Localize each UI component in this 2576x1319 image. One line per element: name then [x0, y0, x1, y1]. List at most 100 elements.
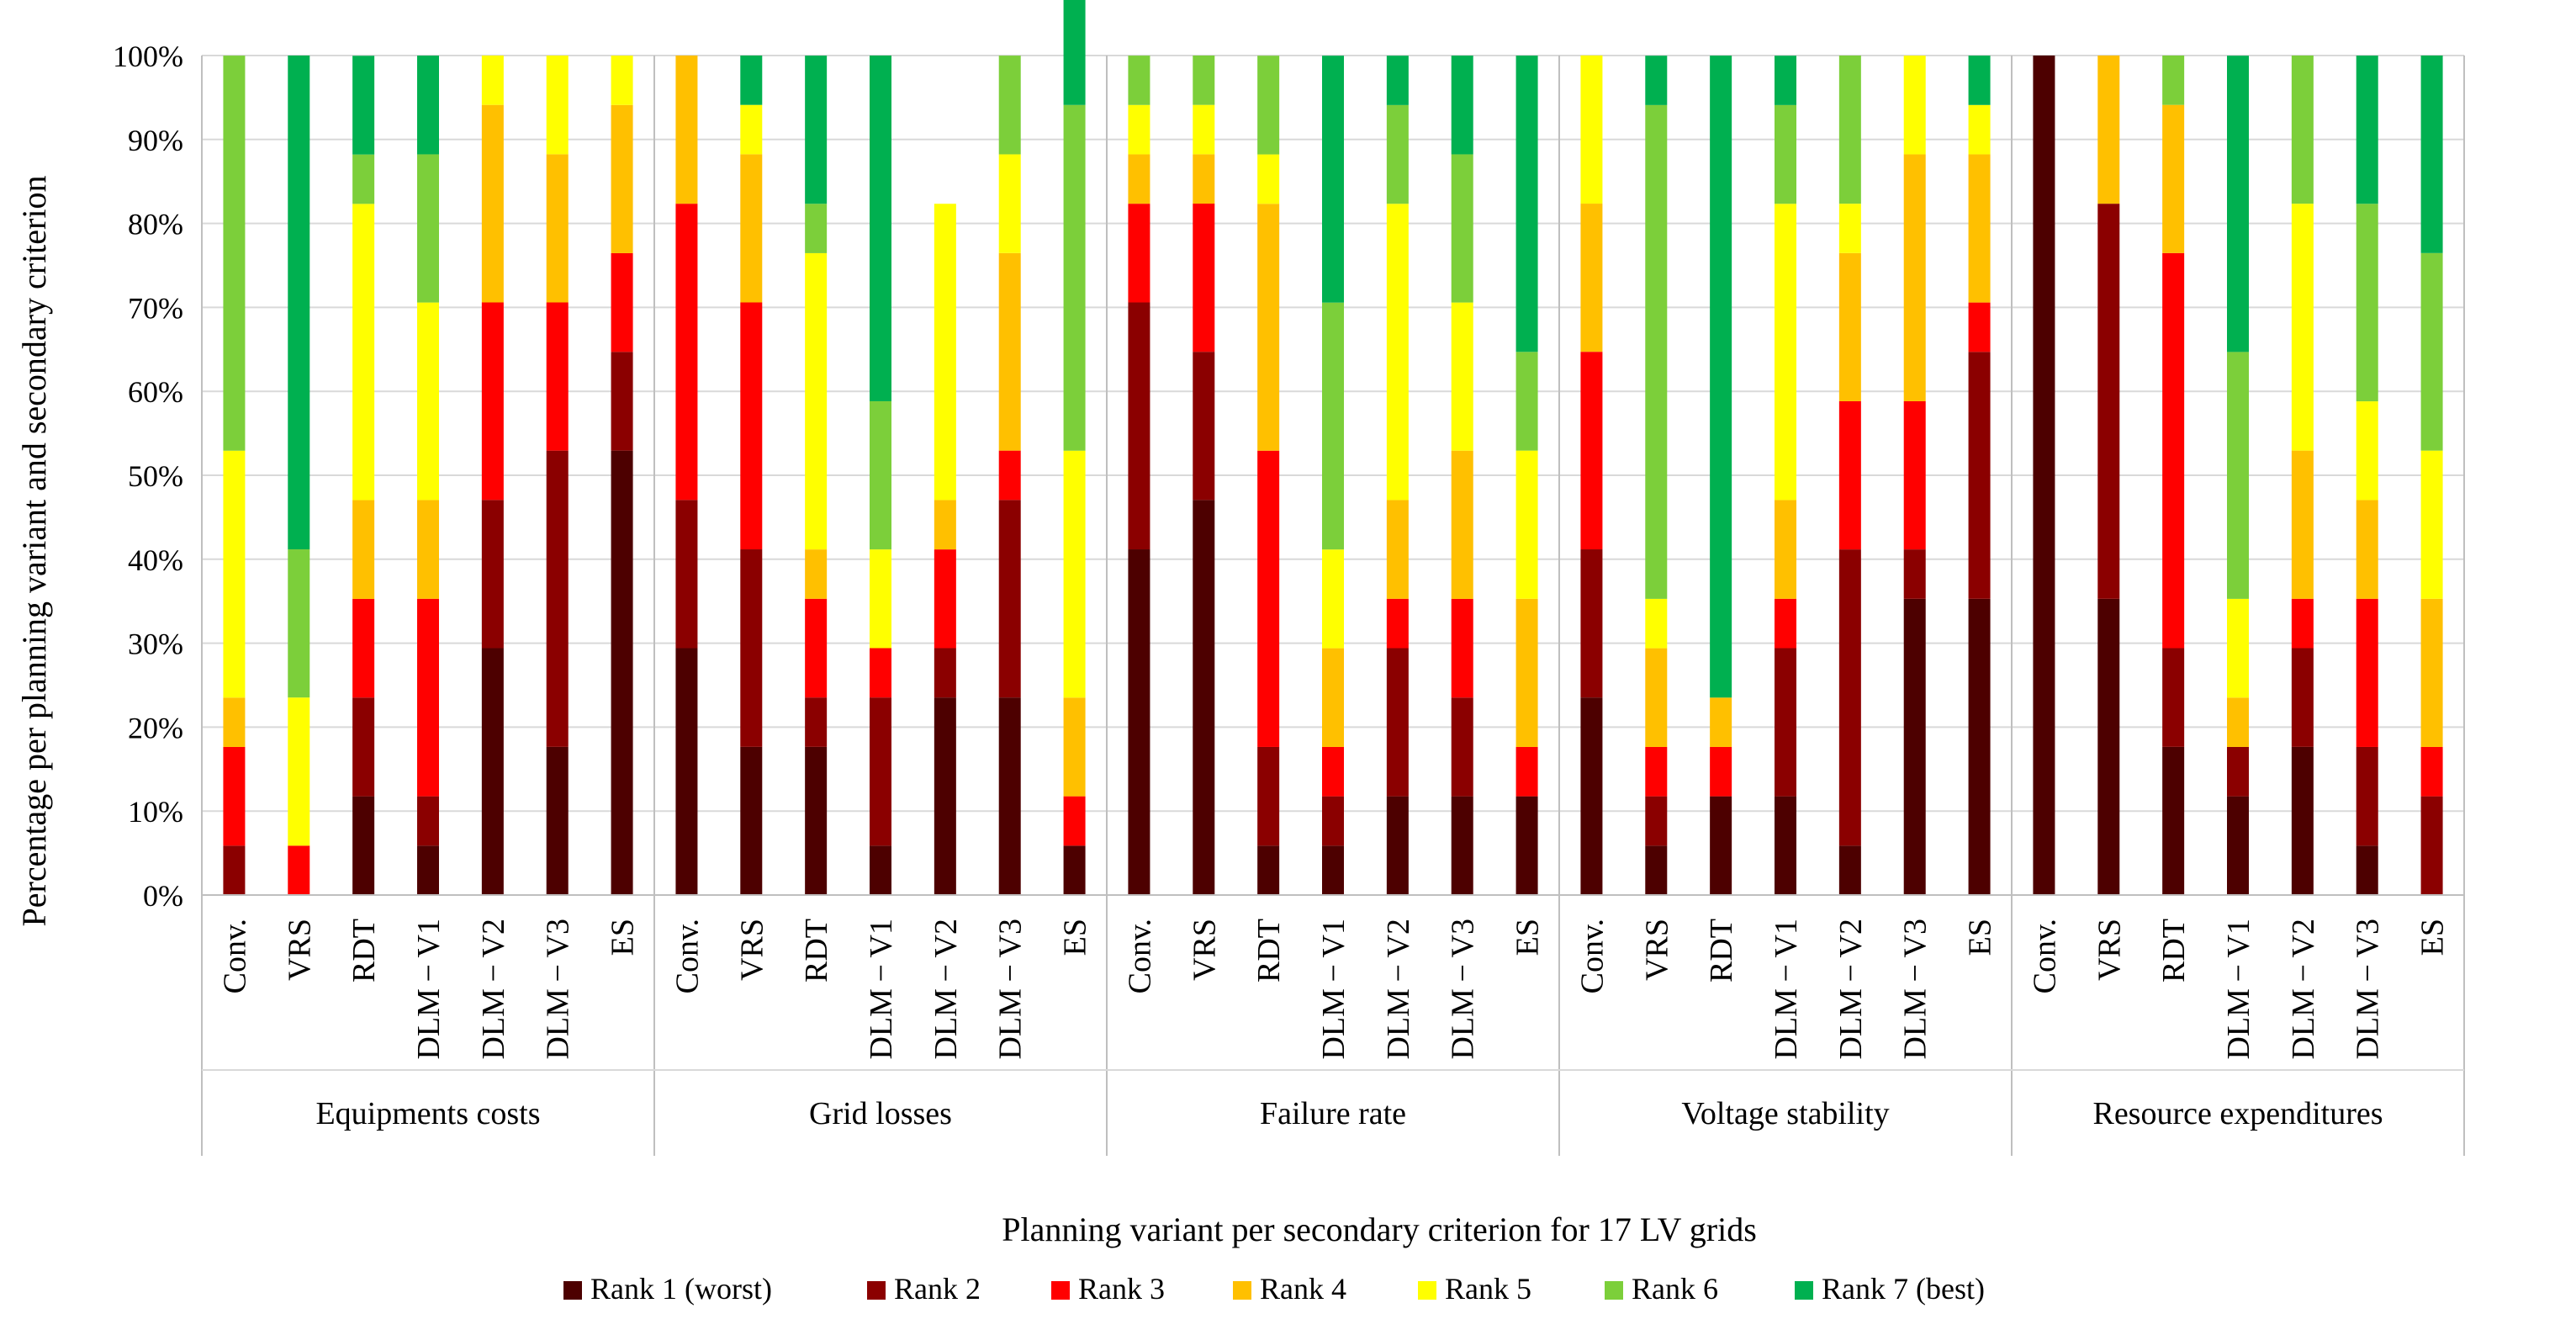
- bar-segment-rank-3: [288, 845, 310, 895]
- y-tick-label: 80%: [128, 208, 183, 241]
- bar-segment-rank-4: [934, 500, 956, 550]
- bar-segment-rank-5: [2227, 598, 2249, 698]
- bar-segment-rank-3: [805, 598, 828, 698]
- bar-segment-rank-6: [1775, 104, 1796, 204]
- x-group-label: Failure rate: [1260, 1096, 1406, 1131]
- bar-segment-rank-2: [2227, 746, 2249, 797]
- x-variant-label: DLM − V2: [2286, 919, 2321, 1060]
- bar-segment-rank-3: [1451, 598, 1473, 698]
- bar-segment-rank-5: [2420, 450, 2443, 599]
- x-variant-label: Conv.: [1574, 919, 1610, 993]
- bar-segment-rank-5: [870, 549, 891, 649]
- bar-segment-rank-2: [1903, 549, 1926, 599]
- x-variant-label: DLM − V1: [1769, 919, 1804, 1060]
- bar-segment-rank-5: [1193, 104, 1215, 155]
- bar-segment-rank-5: [1645, 598, 1668, 649]
- bar-segment-rank-3: [352, 598, 375, 698]
- bars: [223, 0, 2443, 895]
- bar-segment-rank-5: [805, 252, 828, 550]
- y-tick-label: 30%: [128, 628, 183, 661]
- bar-segment-rank-2: [934, 648, 956, 698]
- bar-segment-rank-1: [352, 796, 375, 895]
- bar-segment-rank-4: [740, 154, 763, 303]
- x-group-label: Equipments costs: [315, 1096, 540, 1131]
- bar-segment-rank-6: [1193, 56, 1215, 105]
- bar-segment-rank-1: [998, 697, 1021, 895]
- bar-segment-rank-2: [417, 796, 439, 846]
- bar-segment-rank-3: [1903, 400, 1926, 550]
- bar-segment-rank-2: [1580, 549, 1603, 698]
- bar-segment-rank-2: [1451, 697, 1473, 797]
- bar-segment-rank-3: [546, 302, 569, 451]
- bar-segment-rank-4: [1903, 154, 1926, 401]
- bar-segment-rank-5: [2291, 204, 2314, 451]
- y-tick-label: 100%: [113, 40, 183, 73]
- bar-segment-rank-5: [1386, 204, 1409, 501]
- bar-segment-rank-4: [611, 104, 633, 253]
- bar-segment-rank-6: [288, 549, 310, 698]
- bar-segment-rank-3: [2291, 598, 2314, 649]
- bar-segment-rank-1: [1386, 796, 1409, 895]
- bar-segment-rank-3: [1193, 204, 1215, 352]
- y-tick-label: 20%: [128, 711, 183, 744]
- x-variant-label: RDT: [2156, 919, 2192, 983]
- legend-swatch: [867, 1281, 886, 1300]
- bar-segment-rank-2: [2291, 648, 2314, 747]
- y-axis-title: Percentage per planning variant and seco…: [15, 176, 53, 927]
- bar-segment-rank-3: [1775, 598, 1796, 649]
- bar-segment-rank-7: [1968, 56, 1991, 105]
- x-variant-label: Conv.: [1122, 919, 1157, 993]
- bar-segment-rank-5: [352, 204, 375, 501]
- bar-segment-rank-6: [2162, 56, 2185, 105]
- bar-segment-rank-5: [2356, 401, 2378, 501]
- legend-swatch: [1233, 1281, 1251, 1300]
- bar-segment-rank-1: [611, 450, 633, 895]
- bar-segment-rank-5: [1903, 56, 1926, 155]
- bar-segment-rank-3: [1645, 746, 1668, 797]
- bar-segment-rank-2: [546, 450, 569, 747]
- bar-segment-rank-4: [417, 500, 439, 599]
- bar-segment-rank-2: [2097, 204, 2120, 599]
- bar-segment-rank-3: [481, 302, 504, 501]
- bar-segment-rank-3: [417, 598, 439, 797]
- bar-segment-rank-6: [1645, 104, 1668, 599]
- y-tick-label: 10%: [128, 795, 183, 829]
- bar-segment-rank-7: [1063, 0, 1086, 105]
- x-variant-label: Conv.: [217, 919, 252, 993]
- bar-segment-rank-4: [2356, 500, 2378, 599]
- bar-segment-rank-7: [288, 56, 310, 550]
- bar-segment-rank-1: [1128, 549, 1150, 895]
- bar-segment-rank-3: [870, 648, 891, 698]
- bar-segment-rank-6: [2227, 352, 2249, 599]
- bar-segment-rank-6: [1451, 154, 1473, 303]
- bar-segment-rank-6: [1838, 56, 1861, 204]
- bar-segment-rank-3: [1710, 746, 1732, 797]
- bar-segment-rank-5: [611, 56, 633, 105]
- bar-segment-rank-2: [740, 549, 763, 747]
- bar-segment-rank-7: [1775, 56, 1796, 105]
- bar-segment-rank-6: [1063, 104, 1086, 451]
- legend-label: Rank 1 (worst): [590, 1272, 772, 1306]
- bar-segment-rank-1: [481, 648, 504, 895]
- bar-segment-rank-4: [1451, 450, 1473, 599]
- x-variant-label: Conv.: [2027, 919, 2062, 993]
- legend-swatch: [1795, 1281, 1813, 1300]
- bar-segment-rank-3: [1128, 204, 1150, 303]
- bar-segment-rank-2: [1645, 796, 1668, 846]
- bar-segment-rank-5: [1838, 204, 1861, 253]
- bar-segment-rank-6: [352, 154, 375, 204]
- x-variant-label: ES: [2415, 919, 2451, 956]
- bar-segment-rank-4: [1257, 204, 1280, 451]
- x-group-label: Grid losses: [809, 1096, 952, 1131]
- bar-segment-rank-6: [998, 56, 1021, 155]
- bar-segment-rank-4: [1193, 154, 1215, 204]
- legend-swatch: [1605, 1281, 1623, 1300]
- bar-segment-rank-5: [934, 204, 956, 501]
- x-variant-label: DLM − V1: [411, 919, 447, 1060]
- bar-segment-rank-2: [998, 500, 1021, 698]
- bar-segment-rank-1: [934, 697, 956, 895]
- bar-segment-rank-2: [870, 697, 891, 846]
- bar-segment-rank-4: [1968, 154, 1991, 303]
- y-axis-ticks: 0% 10% 20% 30% 40% 50% 60% 70% 80% 90% 100%: [113, 40, 183, 913]
